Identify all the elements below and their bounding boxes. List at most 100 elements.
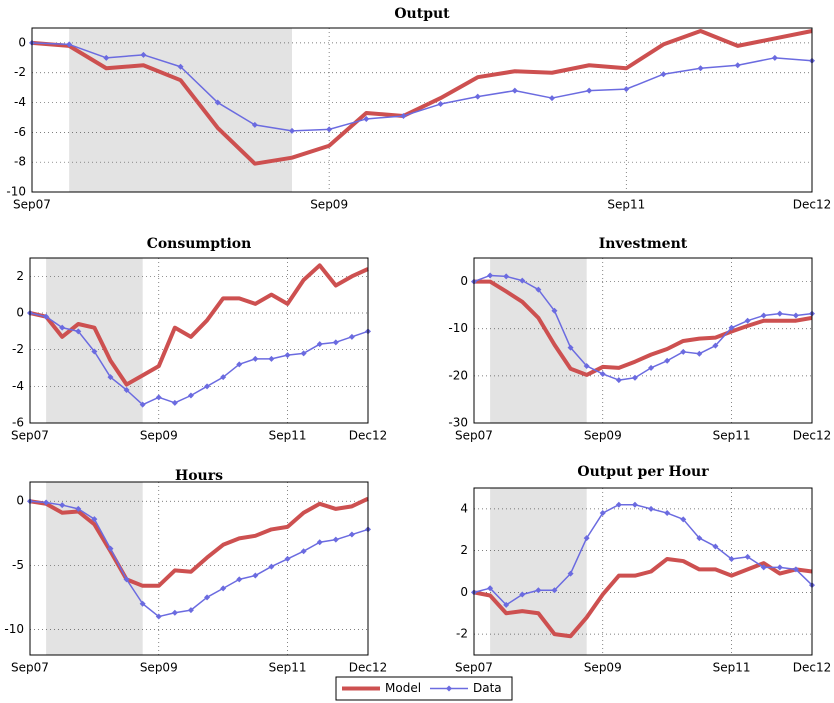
data-point	[437, 101, 444, 108]
x-tick-label: Sep11	[607, 198, 645, 212]
data-point	[535, 286, 542, 293]
plot-frame	[31, 27, 813, 193]
data-point	[599, 510, 606, 517]
data-point	[59, 324, 66, 331]
legend-label: Model	[385, 681, 421, 695]
data-point	[107, 374, 114, 381]
shaded-period	[46, 258, 143, 423]
data-point	[316, 341, 323, 348]
data-point	[316, 539, 323, 546]
data-point	[75, 328, 82, 335]
data-point	[615, 377, 622, 384]
x-tick-label: Sep09	[584, 661, 622, 675]
data-point	[551, 307, 558, 314]
data-point	[697, 65, 704, 72]
data-point	[252, 572, 259, 579]
plot-frame	[473, 257, 813, 424]
data-point	[363, 115, 370, 122]
y-tick-label: 0	[16, 494, 24, 508]
x-tick-label: Dec12	[793, 429, 832, 443]
x-tick-label: Sep11	[269, 661, 307, 675]
y-tick-label: 4	[460, 501, 468, 515]
y-tick-label: -20	[448, 368, 468, 382]
chart-title: Consumption	[147, 236, 252, 252]
data-point	[91, 348, 98, 355]
data-point	[599, 370, 606, 377]
data-point	[155, 394, 162, 401]
data-point	[300, 350, 307, 357]
y-tick-label: -10	[4, 622, 24, 636]
series-line	[474, 279, 813, 377]
x-tick-label: Sep09	[310, 198, 348, 212]
x-tick-label: Dec12	[349, 661, 388, 675]
data-point	[91, 516, 98, 523]
data-point	[487, 272, 494, 279]
y-tick-label: 0	[16, 306, 24, 320]
series-line	[29, 263, 369, 387]
data-point	[680, 516, 687, 523]
data-point	[139, 401, 146, 408]
data-point	[43, 313, 50, 320]
y-tick-label: -2	[14, 65, 26, 79]
x-tick-label: Sep09	[140, 661, 178, 675]
data-point	[268, 355, 275, 362]
data-point	[712, 543, 719, 550]
data-point	[251, 121, 258, 128]
data-point	[664, 357, 671, 364]
y-tick-label: -8	[14, 155, 26, 169]
data-point	[728, 324, 735, 331]
data-point	[204, 383, 211, 390]
plot-frame	[29, 481, 369, 656]
x-tick-label: Dec12	[793, 198, 832, 212]
data-point	[400, 112, 407, 119]
series-line	[473, 274, 813, 381]
y-tick-label: 0	[18, 35, 26, 49]
data-point	[615, 501, 622, 508]
data-point	[123, 576, 130, 583]
y-tick-label: 2	[16, 269, 24, 283]
data-point	[66, 41, 73, 48]
data-point	[680, 348, 687, 355]
data-point	[792, 566, 799, 573]
data-point	[519, 277, 526, 284]
data-point	[631, 374, 638, 381]
series-line	[31, 42, 813, 132]
y-tick-label: -2	[456, 627, 468, 641]
data-point	[43, 499, 50, 506]
x-tick-label: Sep09	[584, 429, 622, 443]
plot-frame	[29, 257, 369, 424]
data-point	[511, 87, 518, 94]
data-point	[503, 273, 510, 280]
data-point	[348, 333, 355, 340]
legend-marker	[446, 685, 452, 692]
data-point	[734, 62, 741, 69]
series-line	[31, 28, 813, 166]
data-point	[155, 613, 162, 620]
x-tick-label: Sep09	[140, 429, 178, 443]
x-tick-label: Sep11	[713, 429, 751, 443]
data-point	[289, 127, 295, 134]
data-point	[75, 505, 82, 512]
x-tick-label: Sep07	[11, 429, 49, 443]
y-tick-label: 0	[460, 274, 468, 288]
data-point	[623, 86, 630, 93]
data-point	[760, 312, 767, 319]
data-point	[664, 510, 671, 517]
data-point	[583, 535, 590, 542]
x-tick-label: Dec12	[793, 661, 832, 675]
data-point	[728, 555, 735, 562]
chart-title: Output	[394, 6, 450, 22]
data-point	[631, 501, 638, 508]
data-point	[586, 87, 593, 94]
y-tick-label: -10	[448, 321, 468, 335]
data-point	[220, 374, 227, 381]
y-tick-label: -4	[12, 379, 24, 393]
y-tick-label: -10	[6, 185, 26, 199]
x-tick-label: Sep07	[455, 429, 493, 443]
x-tick-label: Sep07	[455, 661, 493, 675]
series-line	[29, 500, 369, 618]
data-point	[326, 126, 333, 133]
x-tick-label: Dec12	[349, 429, 388, 443]
data-point	[140, 51, 147, 58]
